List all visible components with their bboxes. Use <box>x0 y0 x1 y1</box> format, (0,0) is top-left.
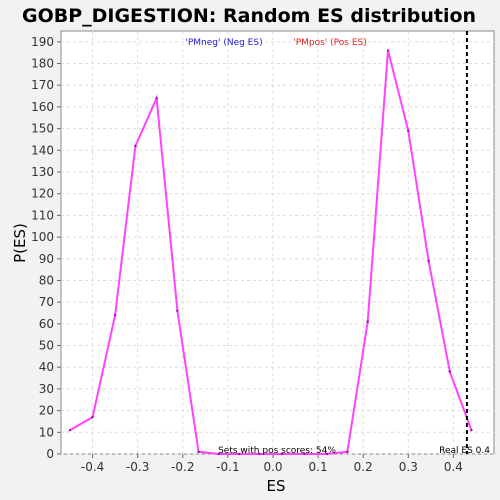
grid-lines <box>61 31 494 455</box>
x-tick-label: -0.1 <box>216 460 239 474</box>
y-tick-label: 40 <box>39 360 54 374</box>
data-point <box>258 452 261 456</box>
series-layer <box>68 49 473 456</box>
data-point <box>427 259 430 263</box>
x-axis-label: ES <box>267 477 286 495</box>
x-tick-label: 0.0 <box>263 460 282 474</box>
x-tick-label: 0.3 <box>399 460 418 474</box>
x-tick-label: -0.3 <box>126 460 149 474</box>
data-point <box>155 97 158 100</box>
data-point <box>470 428 473 432</box>
data-point <box>217 452 221 456</box>
y-axis-label: P(ES) <box>11 223 29 263</box>
y-tick-label: 160 <box>31 100 54 114</box>
y-tick-label: 180 <box>31 57 54 71</box>
data-point <box>237 452 241 456</box>
data-point <box>386 49 390 52</box>
y-tick-label: 80 <box>39 273 54 287</box>
data-point <box>68 428 72 432</box>
data-point <box>280 452 284 456</box>
y-tick-label: 70 <box>39 295 54 309</box>
data-point <box>134 144 137 148</box>
y-axis: 0 10 20 30 40 50 60 70 80 90 100 110 120 130 140 150 160… <box>31 35 61 461</box>
y-tick-label: 100 <box>31 230 54 244</box>
y-tick-label: 110 <box>31 208 54 222</box>
y-tick-label: 30 <box>39 382 54 396</box>
y-tick-label: 170 <box>31 78 54 92</box>
data-point <box>91 415 94 419</box>
legend: 'PMneg' (Neg ES) 'PMpos' (Pos ES) <box>185 38 366 48</box>
data-point <box>325 452 329 456</box>
legend-entry: 'PMpos' (Pos ES) <box>293 38 367 48</box>
y-tick-label: 140 <box>31 143 54 157</box>
x-axis: -0.4 -0.3 -0.2 -0.1 0.0 0.1 0.2 0.3 0.4 <box>81 454 463 474</box>
data-point <box>366 320 369 323</box>
y-tick-label: 0 <box>46 447 54 461</box>
y-tick-label: 120 <box>31 187 54 201</box>
x-tick-label: 0.1 <box>309 460 328 474</box>
plot-area <box>60 30 495 455</box>
data-point <box>407 129 410 132</box>
y-tick-label: 130 <box>31 165 54 179</box>
x-tick-label: -0.4 <box>81 460 104 474</box>
annotation-pos-scores: Sets with pos scores: 54% <box>218 446 336 456</box>
real-es-layer: Real ES 0.4 <box>439 31 490 456</box>
x-tick-label: 0.4 <box>444 460 463 474</box>
y-tick-label: 150 <box>31 122 54 136</box>
data-point <box>113 313 117 317</box>
y-tick-label: 20 <box>39 404 54 418</box>
x-tick-label: 0.2 <box>354 460 373 474</box>
data-point <box>176 309 179 313</box>
real-es-label: Real ES 0.4 <box>439 446 490 456</box>
data-point <box>303 452 306 456</box>
y-tick-label: 60 <box>39 317 54 331</box>
data-point <box>346 450 349 454</box>
series-line <box>69 50 473 455</box>
y-tick-label: 90 <box>39 252 54 266</box>
legend-entry: 'PMneg' (Neg ES) <box>185 38 262 48</box>
y-tick-label: 10 <box>39 425 54 439</box>
y-tick-label: 50 <box>39 339 54 353</box>
x-tick-label: -0.2 <box>171 460 194 474</box>
data-point <box>448 370 451 373</box>
chart-title: GOBP_DIGESTION: Random ES distribution <box>22 5 476 27</box>
data-point <box>197 450 200 454</box>
y-tick-label: 190 <box>31 35 54 49</box>
